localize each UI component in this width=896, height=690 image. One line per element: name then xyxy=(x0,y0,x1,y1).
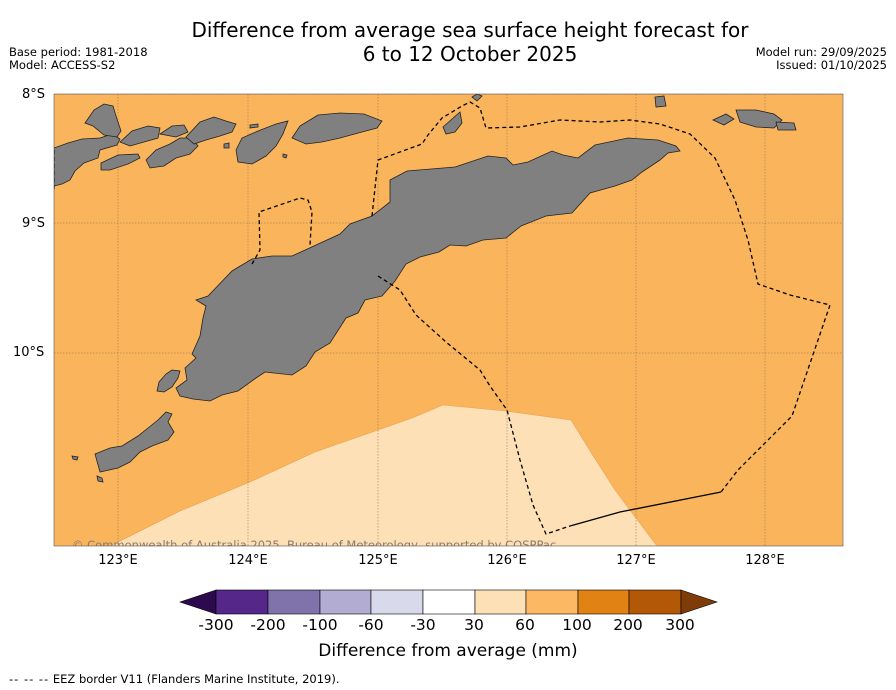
chart-title: Difference from average sea surface heig… xyxy=(0,18,896,66)
metadata-left: Base period: 1981-2018 Model: ACCESS-S2 xyxy=(9,46,148,72)
islet-1 xyxy=(96,475,104,483)
model-run: Model run: 29/09/2025 xyxy=(755,45,887,59)
atauro-island xyxy=(235,120,289,165)
lat-label-9s: 9°S xyxy=(22,216,46,231)
islet-4 xyxy=(282,153,288,159)
issued-date: Issued: 01/10/2025 xyxy=(776,58,887,72)
pantar-north-islet xyxy=(158,124,189,138)
map-frame xyxy=(53,93,844,547)
colorbar-tick: -60 xyxy=(358,616,384,634)
eez-legend-text: EEZ border V11 (Flanders Marine Institut… xyxy=(52,672,340,686)
islet-7 xyxy=(654,95,667,108)
alor-island xyxy=(185,116,237,145)
eez-legend: -- -- -- EEZ border V11 (Flanders Marine… xyxy=(9,672,340,686)
islet-8 xyxy=(712,113,735,126)
eez-borders xyxy=(54,101,831,535)
lon-label-127e: 127°E xyxy=(616,553,656,568)
colorbar-bin-4 xyxy=(370,589,424,615)
colorbar-tick: -200 xyxy=(250,616,286,634)
colorbar-extension-low xyxy=(179,589,217,615)
colorbar-tick: 300 xyxy=(665,616,695,634)
colorbar-tick: -30 xyxy=(410,616,436,634)
colorbar-extension-high xyxy=(680,589,718,615)
pantar-island xyxy=(145,137,199,169)
islet-2 xyxy=(71,455,79,461)
base-period: Base period: 1981-2018 xyxy=(9,45,148,59)
flores-island xyxy=(54,133,121,187)
eez-border-oecusse xyxy=(251,197,313,265)
ocean-anomaly-30-60 xyxy=(109,404,658,546)
wetar-island xyxy=(291,112,383,145)
land xyxy=(54,94,797,483)
islet-3 xyxy=(223,142,230,149)
colorbar-tick: 200 xyxy=(613,616,643,634)
map-copyright: © Commonwealth of Australia 2025, Bureau… xyxy=(72,538,556,552)
lon-label-124e: 124°E xyxy=(228,553,268,568)
eez-border-timor-north xyxy=(371,101,831,493)
solor-island xyxy=(100,153,141,171)
adonara-island xyxy=(84,103,122,138)
colorbar-tick: 100 xyxy=(562,616,592,634)
colorbar-bin-2 xyxy=(267,589,321,615)
eez-legend-line-symbol: -- -- -- xyxy=(9,672,50,686)
map-panel: © Commonwealth of Australia 2025, Bureau… xyxy=(54,94,843,552)
kisar-island xyxy=(442,111,463,135)
colorbar xyxy=(179,589,718,615)
eez-border-solid-segment xyxy=(569,491,722,527)
islet-6 xyxy=(471,94,483,102)
colorbar-tick: 60 xyxy=(515,616,535,634)
lakor-island xyxy=(775,121,797,131)
title-line-1: Difference from average sea surface heig… xyxy=(191,18,749,42)
eez-border-timor-south xyxy=(377,275,571,535)
colorbar-bin-3 xyxy=(319,589,372,615)
colorbar-bin-8 xyxy=(577,589,630,615)
lon-label-128e: 128°E xyxy=(745,553,785,568)
colorbar-bin-5 xyxy=(422,589,476,615)
timor-island xyxy=(175,137,681,402)
colorbar-bin-7 xyxy=(525,589,579,615)
colorbar-bin-6 xyxy=(474,589,527,615)
lembata-island xyxy=(119,125,161,147)
lat-label-8s: 8°S xyxy=(22,87,46,102)
lon-label-125e: 125°E xyxy=(358,553,398,568)
metadata-right: Model run: 29/09/2025 Issued: 01/10/2025 xyxy=(756,46,887,72)
islet-5 xyxy=(249,123,259,129)
lon-label-123e: 123°E xyxy=(98,553,138,568)
colorbar-tick: -300 xyxy=(198,616,234,634)
title-line-2: 6 to 12 October 2025 xyxy=(362,42,578,66)
lat-label-10s: 10°S xyxy=(13,345,45,360)
colorbar-label: Difference from average (mm) xyxy=(318,641,578,661)
colorbar-tick: 30 xyxy=(464,616,484,634)
rote-island xyxy=(94,411,175,473)
semau-island xyxy=(156,369,181,393)
lon-label-126e: 126°E xyxy=(487,553,527,568)
model-name: Model: ACCESS-S2 xyxy=(9,58,116,72)
colorbar-tick: -100 xyxy=(302,616,338,634)
colorbar-bin-9 xyxy=(628,589,682,615)
colorbar-bin-1 xyxy=(215,589,269,615)
